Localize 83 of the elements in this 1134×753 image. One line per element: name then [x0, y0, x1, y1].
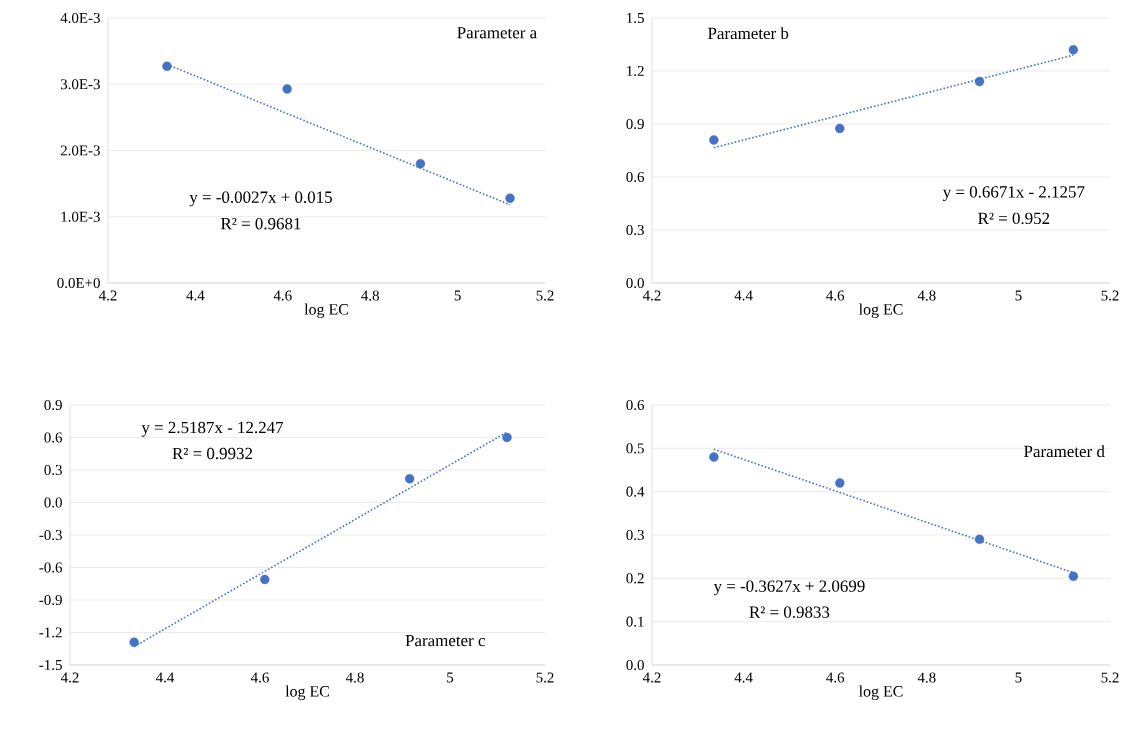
x-tick-label: 4.6	[273, 290, 292, 301]
point	[835, 478, 845, 488]
x-tick-label: 4.4	[155, 672, 175, 683]
point	[1068, 45, 1079, 55]
point	[502, 432, 512, 443]
x-tick-label: 4.8	[361, 290, 379, 301]
x-tick-label: 4.8	[917, 672, 936, 683]
y-tick-label: 3.0E-3	[60, 79, 100, 90]
y-tick-label: -0.6	[39, 562, 63, 573]
annotation: Parameter d	[1024, 445, 1105, 458]
y-tick-label: 0.0	[626, 277, 644, 289]
x-axis-title: log EC	[304, 303, 348, 318]
point	[505, 193, 515, 203]
annotation: Parameter a	[457, 27, 537, 39]
y-tick-label: 0.6	[626, 399, 645, 411]
point	[709, 135, 719, 145]
point	[415, 159, 426, 169]
y-tick-label: 0.3	[44, 464, 62, 476]
y-tick-label: 0.3	[626, 529, 644, 541]
x-tick-label: 5	[447, 672, 454, 683]
point	[1068, 571, 1079, 581]
x-tick-label: 5	[454, 290, 461, 301]
point	[974, 534, 985, 545]
y-tick-label: 0.5	[626, 443, 644, 454]
point	[260, 574, 270, 585]
annotation: R² = 0.9833	[749, 606, 830, 618]
y-tick-label: 0.3	[626, 224, 644, 236]
point	[709, 452, 719, 462]
point	[835, 123, 845, 134]
x-tick-label: 5	[1015, 290, 1022, 301]
x-axis-title: log EC	[285, 685, 329, 701]
y-tick-label: 1.0E-3	[61, 211, 100, 222]
annotation: R² = 0.9681	[220, 217, 301, 230]
x-tick-label: 4.4	[186, 290, 205, 301]
y-tick-label: 0.2	[626, 573, 644, 584]
point	[974, 76, 985, 87]
annotation: R² = 0.9932	[172, 447, 253, 460]
x-axis-title: log EC	[858, 303, 903, 318]
x-tick-label: 4.4	[734, 672, 753, 683]
y-tick-label: -0.9	[39, 594, 62, 606]
x-tick-label: 4.8	[345, 672, 364, 683]
x-tick-label: 4.8	[917, 290, 936, 301]
y-tick-label: 0.6	[626, 171, 645, 183]
y-tick-label: 2.0E-3	[60, 145, 100, 156]
y-tick-label: 0.1	[626, 616, 644, 627]
y-tick-label: -1.5	[39, 659, 62, 671]
y-tick-label: 0.0	[626, 659, 644, 671]
x-tick-label: 4.6	[826, 672, 845, 683]
x-tick-label: 4.2	[642, 290, 661, 301]
y-tick-label: -0.3	[39, 529, 62, 541]
x-axis-title: log EC	[858, 685, 903, 701]
point	[404, 473, 415, 484]
y-tick-label: 1.5	[627, 12, 644, 24]
annotation: y = 0.6671x - 2.1257	[942, 186, 1085, 202]
annotation: y = 2.5187x - 12.247	[141, 421, 284, 437]
point	[282, 84, 292, 94]
annotation: R² = 0.952	[978, 212, 1050, 225]
x-tick-label: 5.2	[536, 290, 554, 301]
x-tick-label: 4.2	[98, 290, 117, 301]
x-tick-label: 4.2	[60, 672, 79, 683]
y-tick-label: 0.6	[44, 432, 63, 443]
x-tick-label: 4.6	[250, 672, 269, 683]
x-tick-label: 5	[1015, 672, 1022, 683]
y-tick-label: 1.2	[627, 65, 644, 77]
x-tick-label: 5.2	[1101, 290, 1119, 301]
x-tick-label: 5.2	[536, 672, 554, 683]
y-tick-label: 0.0	[44, 497, 62, 508]
y-tick-label: 0.0E+0	[57, 277, 100, 289]
x-tick-label: 4.2	[642, 672, 661, 683]
x-tick-label: 4.4	[734, 290, 753, 301]
y-tick-label: 0.9	[626, 118, 644, 130]
annotation: Parameter b	[708, 27, 789, 40]
y-tick-label: 0.4	[626, 486, 645, 497]
y-tick-label: 0.9	[44, 399, 62, 411]
x-tick-label: 5.2	[1101, 672, 1119, 683]
x-tick-label: 4.6	[826, 290, 845, 301]
point	[129, 637, 139, 647]
y-tick-label: 4.0E-3	[60, 12, 100, 24]
annotation: y = -0.3627x + 2.0699	[713, 580, 865, 596]
point	[162, 61, 172, 72]
y-tick-label: -1.2	[39, 627, 62, 638]
annotation: Parameter c	[405, 635, 485, 647]
annotation: y = -0.0027x + 0.015	[189, 191, 332, 207]
